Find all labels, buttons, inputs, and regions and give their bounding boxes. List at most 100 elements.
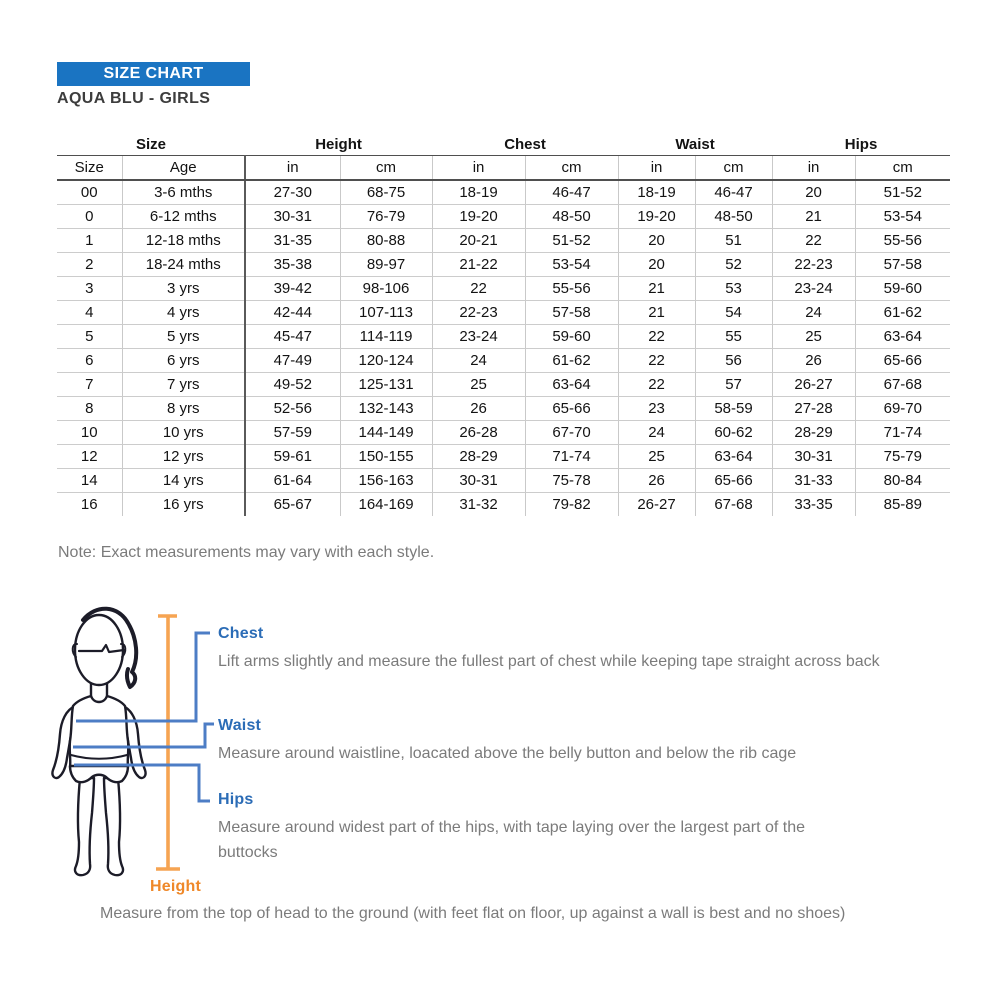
table-cell: 63-64 (854, 324, 951, 349)
table-cell: 59-60 (854, 276, 951, 301)
table-cell: 6 yrs (121, 348, 246, 373)
table-cell: 49-52 (244, 372, 341, 397)
table-cell: 51 (694, 228, 773, 253)
table-row: 0 6-12 mths 30-31 76-79 19-20 48-50 19-20 48-50… (57, 204, 951, 229)
height-description: Measure from the top of head to the grou… (100, 905, 846, 922)
table-cell: 85-89 (854, 492, 951, 516)
table-subheader-row: Size Age in cm in cm in cm in cm (57, 155, 951, 181)
table-cell: 69-70 (854, 396, 951, 421)
table-cell: 120-124 (339, 348, 433, 373)
group-header-waist: Waist (618, 133, 773, 156)
table-cell: 7 (57, 372, 122, 397)
table-cell: 5 (57, 324, 122, 349)
table-cell: 63-64 (524, 372, 619, 397)
table-row: 10 10 yrs 57-59 144-149 26-28 67-70 24 60-62 28-… (57, 420, 951, 445)
table-cell: 23 (617, 396, 696, 421)
table-cell: 25 (771, 324, 856, 349)
table-cell: 24 (771, 300, 856, 325)
column-header-waist-cm: cm (694, 155, 773, 181)
table-cell: 98-106 (339, 276, 433, 301)
table-cell: 19-20 (431, 204, 526, 229)
hips-description: Measure around widest part of the hips, … (218, 819, 805, 861)
table-cell: 25 (431, 372, 526, 397)
table-cell: 57 (694, 372, 773, 397)
table-cell: 26-28 (431, 420, 526, 445)
table-cell: 80-84 (854, 468, 951, 493)
chest-label: Chest (218, 625, 264, 642)
table-cell: 53-54 (524, 252, 619, 277)
table-cell: 27-28 (771, 396, 856, 421)
table-cell: 6 (57, 348, 122, 373)
column-header-chest-cm: cm (524, 155, 619, 181)
waist-line (73, 722, 214, 749)
table-cell: 57-59 (244, 420, 341, 445)
table-cell: 76-79 (339, 204, 433, 229)
table-cell: 114-119 (339, 324, 433, 349)
table-cell: 21-22 (431, 252, 526, 277)
chest-line (76, 631, 210, 723)
page-title: AQUA BLU - GIRLS (57, 90, 211, 107)
table-cell: 12 (57, 444, 122, 469)
table-cell: 30-31 (244, 204, 341, 229)
group-header-height: Height (245, 133, 433, 156)
table-cell: 0 (57, 204, 122, 229)
table-cell: 22 (771, 228, 856, 253)
table-group-header-row: Size Height Chest Waist Hips (57, 133, 951, 156)
table-cell: 4 yrs (121, 300, 246, 325)
table-cell: 48-50 (694, 204, 773, 229)
table-cell: 6-12 mths (121, 204, 246, 229)
column-header-chest-in: in (431, 155, 526, 181)
table-cell: 20 (771, 180, 856, 205)
hips-label: Hips (218, 791, 254, 808)
table-cell: 25 (617, 444, 696, 469)
column-header-size: Size (57, 155, 122, 181)
table-cell: 22 (617, 372, 696, 397)
table-cell: 22 (617, 348, 696, 373)
table-cell: 48-50 (524, 204, 619, 229)
table-cell: 65-66 (524, 396, 619, 421)
table-cell: 26 (617, 468, 696, 493)
table-cell: 54 (694, 300, 773, 325)
table-cell: 107-113 (339, 300, 433, 325)
column-header-age: Age (121, 155, 246, 181)
table-cell: 20-21 (431, 228, 526, 253)
table-cell: 65-66 (854, 348, 951, 373)
table-cell: 21 (617, 300, 696, 325)
table-cell: 4 (57, 300, 122, 325)
waist-label: Waist (218, 717, 262, 734)
table-cell: 14 yrs (121, 468, 246, 493)
table-cell: 57-58 (524, 300, 619, 325)
column-header-waist-in: in (617, 155, 696, 181)
hips-line (74, 763, 210, 803)
table-cell: 16 (80, 496, 98, 513)
measurement-diagram (51, 606, 214, 877)
table-cell: 53-54 (854, 204, 951, 229)
table-cell: 80-88 (339, 228, 433, 253)
table-cell: 55-56 (854, 228, 951, 253)
table-cell: 23-24 (771, 276, 856, 301)
table-cell: 164-169 (339, 492, 433, 516)
table-cell: 61-62 (854, 300, 951, 325)
column-header-hips-cm: cm (854, 155, 951, 181)
table-cell: 58-59 (694, 396, 773, 421)
table-cell: 33-35 (771, 492, 856, 516)
height-line (156, 614, 180, 871)
table-cell: 2 (57, 252, 122, 277)
table-cell: 51-52 (524, 228, 619, 253)
table-cell: 67-70 (524, 420, 619, 445)
table-cell: 68-75 (339, 180, 433, 205)
table-cell: 30-31 (771, 444, 856, 469)
table-cell: 22 (617, 324, 696, 349)
column-header-hips-in: in (771, 155, 856, 181)
table-cell: 132-143 (339, 396, 433, 421)
table-cell: 75-79 (854, 444, 951, 469)
table-cell: 20 (617, 252, 696, 277)
table-cell: 150-155 (339, 444, 433, 469)
table-row: 14 14 yrs 61-64 156-163 30-31 75-78 26 65-66 31-… (57, 468, 951, 493)
column-header-height-in: in (244, 155, 341, 181)
table-cell: 35-38 (244, 252, 341, 277)
